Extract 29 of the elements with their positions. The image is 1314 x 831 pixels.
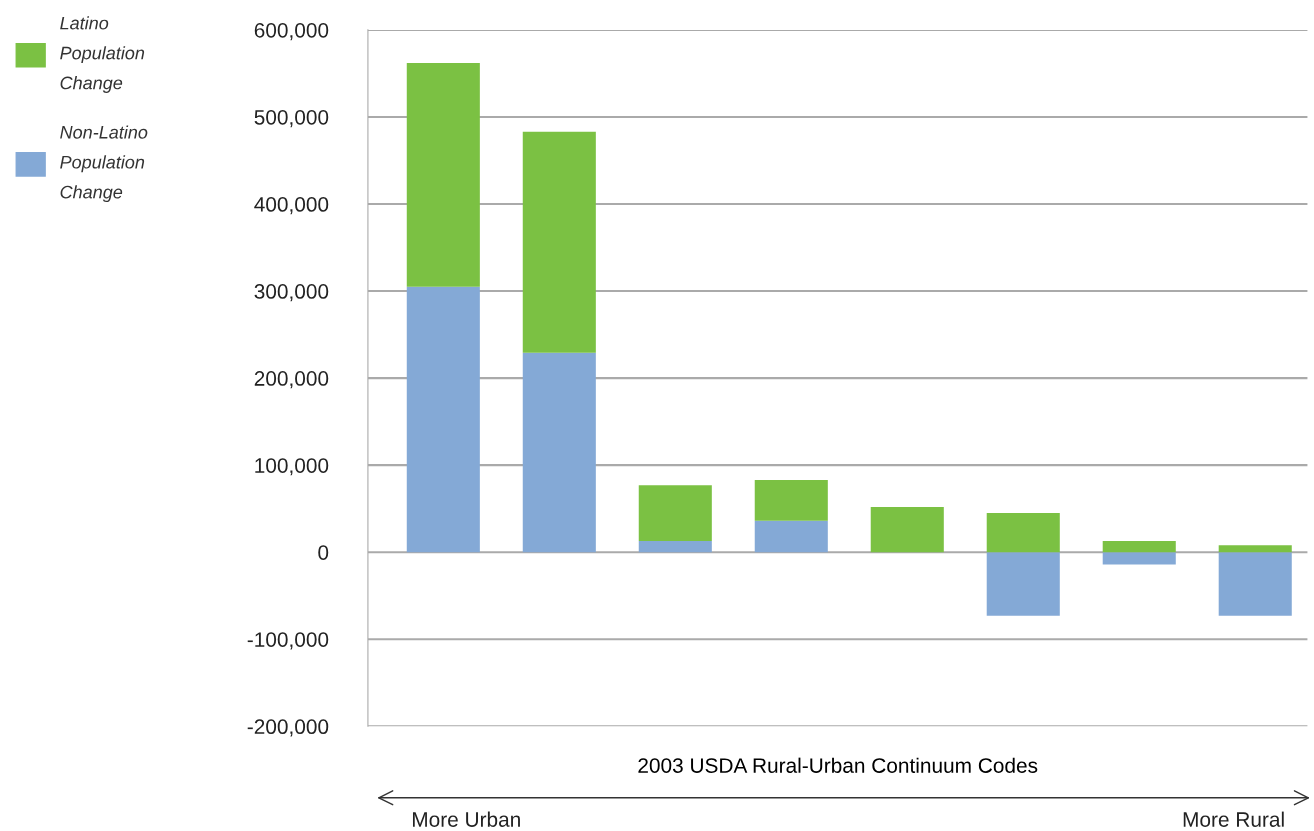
legend-label: Non-Latino Population Change [60,125,148,203]
bar [1102,552,1176,565]
y-tick-label: -200,000 [247,719,329,737]
y-tick-label: 100,000 [255,458,329,476]
bar [522,352,596,553]
bar [754,520,828,553]
y-tick-label: 200,000 [254,371,329,389]
bar [1218,545,1292,553]
x-axis-title: 2003 USDA Rural-Urban Continuum Codes [638,757,1038,773]
bar [522,131,596,353]
y-tick-label: 300,000 [254,284,329,302]
y-tick-label: 400,000 [254,197,329,215]
legend-label: Latino Population Change [60,16,145,93]
bar [986,513,1060,553]
bar [986,552,1060,616]
text: More Rural [1183,811,1284,827]
bar [638,540,712,553]
bar [406,286,480,553]
y-tick-label: 0 [318,545,329,560]
bar [870,506,944,553]
y-tick-label: 500,000 [254,109,329,128]
bar [1102,540,1176,553]
bar [754,479,828,521]
y-tick-label: 600,000 [254,22,329,41]
bar [1218,552,1292,616]
y-tick-label: -100,000 [247,632,329,650]
bar [638,485,712,541]
bar [406,62,480,287]
text: More Urban [412,811,520,827]
